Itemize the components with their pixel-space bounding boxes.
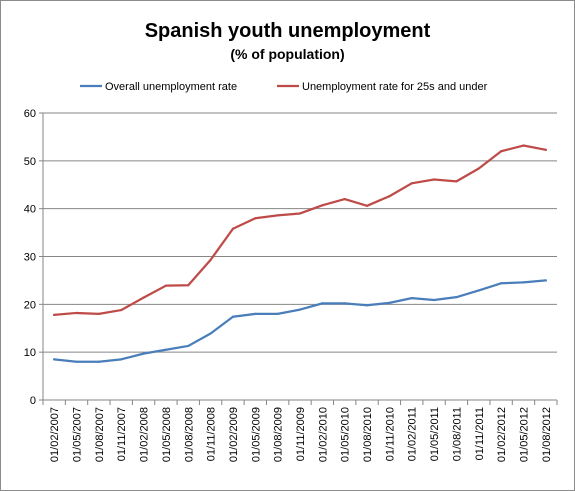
x-tick-label: 01/02/2008 xyxy=(139,407,151,462)
series-1-point xyxy=(298,308,302,311)
y-tick-label: 30 xyxy=(24,252,36,264)
x-tick-label: 01/11/2010 xyxy=(384,407,396,461)
series-1-point xyxy=(544,279,547,282)
x-tick-label: 01/11/2011 xyxy=(474,407,486,460)
series-1-point xyxy=(276,312,279,315)
x-tick-label: 01/05/2008 xyxy=(161,407,173,462)
series-1-point xyxy=(53,358,56,361)
series-2-point xyxy=(522,144,525,147)
x-tick-label: 01/05/2011 xyxy=(429,407,441,461)
series-2-point xyxy=(544,148,547,151)
series-2-point xyxy=(120,308,123,312)
y-tick-label: 10 xyxy=(24,347,36,359)
series-1-point xyxy=(164,348,168,351)
series-2-point xyxy=(142,296,145,299)
series-1-point xyxy=(75,360,78,363)
x-tick-label: 01/02/2010 xyxy=(317,407,329,462)
series-1-point xyxy=(432,298,436,302)
series-2-point xyxy=(388,195,391,198)
series-2-point xyxy=(321,204,324,207)
legend-label-2: Unemployment rate for 25s and under xyxy=(302,81,488,93)
x-tick-label: 01/11/2008 xyxy=(206,407,218,461)
series-2-point xyxy=(500,150,503,153)
series-2-point xyxy=(231,227,235,230)
x-tick-label: 01/02/2009 xyxy=(228,407,240,462)
x-tick-label: 01/11/2009 xyxy=(295,407,307,461)
series-2-point xyxy=(187,284,190,287)
series-2-point xyxy=(455,180,458,183)
series-2-point xyxy=(343,198,346,201)
x-tick-label: 01/02/2012 xyxy=(496,407,508,462)
series-2-point xyxy=(365,204,369,207)
series-line-2 xyxy=(53,144,547,316)
y-tick-label: 40 xyxy=(24,204,36,216)
series-1-point xyxy=(209,332,212,335)
x-tick-label: 01/05/2012 xyxy=(518,407,530,462)
x-tick-label: 01/11/2007 xyxy=(116,407,128,461)
series-2-point xyxy=(97,312,100,315)
y-tick-label: 50 xyxy=(24,156,36,168)
series-1-point xyxy=(500,282,503,285)
series-1-point xyxy=(365,304,369,307)
series-2-point xyxy=(53,313,56,316)
series-1-point xyxy=(455,296,458,299)
series-2-point xyxy=(432,178,436,181)
x-tick-label: 01/08/2009 xyxy=(273,407,285,462)
series-1-point xyxy=(321,302,324,305)
series-2-point xyxy=(276,214,279,217)
series-1-point xyxy=(231,315,235,318)
series-2-point xyxy=(410,182,413,185)
x-tick-label: 01/05/2007 xyxy=(72,407,84,462)
series-1-point xyxy=(97,360,100,363)
series-2-point xyxy=(298,212,302,215)
y-tick-label: 0 xyxy=(30,395,36,407)
chart-subtitle: (% of population) xyxy=(230,46,345,62)
series-2-point xyxy=(209,258,212,261)
series-1-point xyxy=(142,352,145,355)
legend-label-1: Overall unemployment rate xyxy=(105,81,237,93)
x-tick-label: 01/08/2012 xyxy=(541,407,553,462)
series-2-point xyxy=(75,311,78,315)
series-2-point xyxy=(164,284,168,287)
series-2-point xyxy=(477,167,480,170)
x-tick-label: 01/08/2010 xyxy=(362,407,374,462)
series-1-point xyxy=(388,301,391,304)
series-1-point xyxy=(254,312,257,315)
series-1-point xyxy=(410,297,413,300)
x-tick-label: 01/08/2011 xyxy=(451,407,463,461)
series-line-1 xyxy=(53,279,547,363)
series-1-point xyxy=(343,302,346,305)
y-tick-label: 20 xyxy=(24,299,36,311)
series-1-point xyxy=(120,358,123,361)
x-tick-label: 01/05/2010 xyxy=(340,407,352,462)
x-tick-label: 01/02/2007 xyxy=(49,407,61,462)
series-1-point xyxy=(477,289,480,292)
x-tick-label: 01/05/2009 xyxy=(250,407,262,462)
series-1-point xyxy=(187,344,190,348)
chart-title: Spanish youth unemployment xyxy=(144,20,431,42)
x-tick-label: 01/08/2008 xyxy=(183,407,195,462)
x-tick-label: 01/08/2007 xyxy=(94,407,106,462)
series-2-point xyxy=(254,217,257,220)
y-tick-label: 60 xyxy=(24,108,36,120)
series-1-point xyxy=(522,281,525,284)
x-tick-label: 01/02/2011 xyxy=(407,407,419,461)
